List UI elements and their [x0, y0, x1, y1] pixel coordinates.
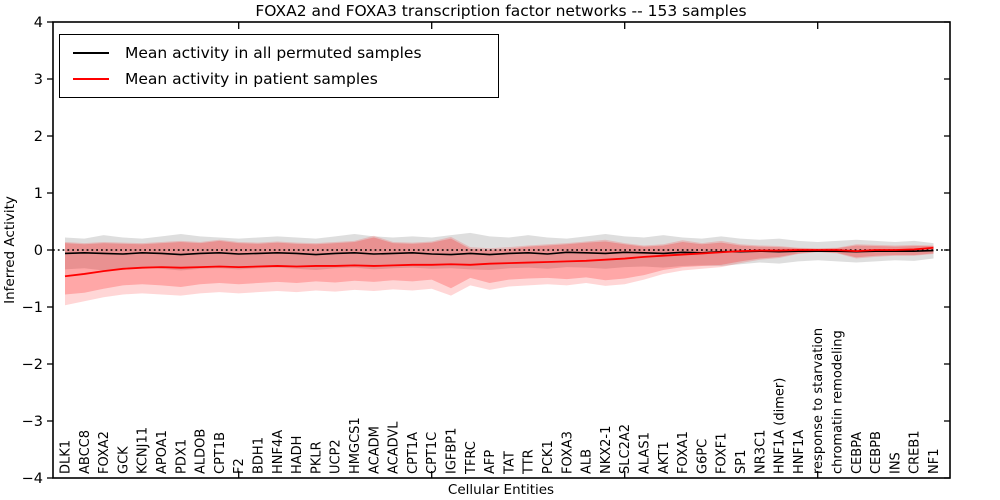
- x-category-label: CPT1B: [213, 432, 228, 474]
- x-category-label: NKX2-1: [599, 426, 614, 474]
- permuted-range-area: [65, 232, 934, 271]
- y-axis-label: Inferred Activity: [2, 196, 18, 304]
- x-category-label: HNF1A: [792, 430, 807, 474]
- x-category-label: GCK: [116, 446, 131, 474]
- x-category-label: PDX1: [174, 439, 189, 474]
- x-category-label: FOXA3: [560, 431, 575, 474]
- legend-item-permuted: Mean activity in all permuted samples: [73, 44, 498, 62]
- x-category-label: FOXA1: [676, 431, 691, 474]
- legend-item-patient: Mean activity in patient samples: [73, 70, 498, 88]
- x-category-label: ACADVL: [387, 421, 402, 474]
- x-category-label: HADH: [290, 436, 305, 474]
- x-category-label: F2: [232, 458, 247, 474]
- x-category-label: SP1: [734, 450, 749, 474]
- x-category-label: ACADM: [367, 426, 382, 474]
- x-category-label: UCP2: [329, 439, 344, 474]
- y-tick-label: −2: [22, 357, 43, 373]
- x-category-label: KCNJ11: [136, 427, 151, 474]
- x-category-label: TAT: [502, 451, 517, 475]
- y-tick-label: 3: [34, 72, 43, 88]
- x-category-label: CREB1: [908, 430, 923, 474]
- x-category-label: BDH1: [252, 437, 267, 474]
- x-category-label: APOA1: [155, 430, 170, 474]
- plot-area: 4 3 2 1 0 −1 −2 −3 −4 DLK1 ABCC8 FOXA2 GCK KCNJ11 APOA…: [22, 15, 951, 487]
- permuted-line-swatch: [73, 51, 109, 54]
- x-category-label: ABCC8: [78, 430, 93, 474]
- x-category-label: TFRC: [464, 441, 479, 475]
- x-category-label: DLK1: [59, 440, 74, 474]
- x-category-label: FOXF1: [715, 432, 730, 474]
- x-category-label: AFP: [483, 450, 498, 474]
- y-tick-label: −3: [22, 414, 43, 430]
- x-category-label: IGFBP1: [445, 428, 460, 474]
- x-category-label: INS: [888, 452, 903, 474]
- x-category-label: HNF1A (dimer): [773, 378, 788, 474]
- x-category-label: ALAS1: [638, 432, 653, 474]
- x-category-label: CPT1A: [406, 432, 421, 474]
- x-category-label: ALDOB: [194, 429, 209, 474]
- y-tick-label: 4: [34, 15, 43, 31]
- x-category-label: PKLR: [309, 441, 324, 474]
- x-category-label: NF1: [927, 449, 942, 474]
- legend-label-permuted: Mean activity in all permuted samples: [125, 43, 422, 62]
- x-category-label: TTR: [522, 449, 537, 475]
- y-tick-label: 1: [34, 186, 43, 202]
- patient-line-swatch: [73, 78, 109, 81]
- x-category-label: CPT1C: [425, 432, 440, 474]
- x-category-label: SLC2A2: [618, 424, 633, 474]
- y-tick-label: 2: [34, 129, 43, 145]
- x-category-label: PCK1: [541, 440, 556, 474]
- x-category-label: AKT1: [657, 441, 672, 474]
- y-tick-label: −1: [22, 300, 43, 316]
- x-category-label: NR3C1: [753, 430, 768, 474]
- x-category-label: CEBPA: [850, 432, 865, 474]
- permuted-mean-line: [64, 249, 934, 256]
- x-category-label: response to starvation: [811, 328, 826, 474]
- legend-label-patient: Mean activity in patient samples: [125, 70, 378, 89]
- x-category-label: CEBPB: [869, 431, 884, 474]
- x-category-label: G6PC: [695, 439, 710, 474]
- y-tick-label: 0: [34, 243, 43, 259]
- patient-mean-line: [64, 246, 934, 278]
- y-tick-label: −4: [22, 471, 43, 487]
- x-axis-label: Cellular Entities: [448, 482, 554, 498]
- chart-title: FOXA2 and FOXA3 transcription factor net…: [255, 2, 746, 20]
- x-category-label: FOXA2: [97, 431, 112, 474]
- x-category-label: ALB: [580, 449, 595, 474]
- legend: Mean activity in all permuted samples Me…: [59, 34, 499, 98]
- x-category-label: chromatin remodeling: [831, 330, 846, 474]
- x-category-label: HMGCS1: [348, 417, 363, 474]
- x-category-label: HNF4A: [271, 430, 286, 474]
